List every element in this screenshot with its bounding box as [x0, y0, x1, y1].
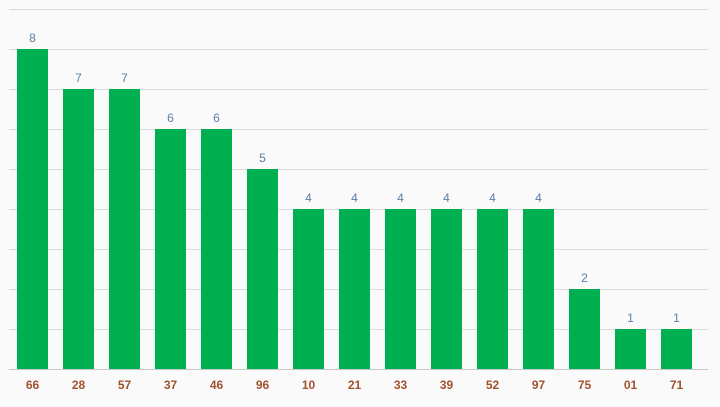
data-label: 4 [351, 191, 358, 205]
bar-37 [155, 129, 186, 369]
data-label: 4 [535, 191, 542, 205]
x-tick-label: 28 [72, 378, 86, 392]
bar-66 [17, 49, 48, 369]
x-tick-label: 01 [624, 378, 638, 392]
data-label: 4 [305, 191, 312, 205]
x-tick-label: 52 [486, 378, 500, 392]
x-tick-label: 10 [302, 378, 316, 392]
x-tick-label: 71 [670, 378, 684, 392]
data-labels: 8 7 7 6 6 5 4 4 4 4 4 4 2 1 1 [29, 31, 680, 325]
data-label: 2 [581, 271, 588, 285]
data-label: 4 [443, 191, 450, 205]
bar-33 [385, 209, 416, 369]
bar-10 [293, 209, 324, 369]
data-label: 7 [75, 71, 82, 85]
x-tick-label: 37 [164, 378, 178, 392]
bar-97 [523, 209, 554, 369]
data-label: 7 [121, 71, 128, 85]
x-tick-label: 39 [440, 378, 454, 392]
bar-57 [109, 89, 140, 369]
bar-21 [339, 209, 370, 369]
data-label: 8 [29, 31, 36, 45]
bar-01 [615, 329, 646, 369]
bar-71 [661, 329, 692, 369]
bar-28 [63, 89, 94, 369]
data-label: 4 [397, 191, 404, 205]
data-label: 6 [167, 111, 174, 125]
bar-46 [201, 129, 232, 369]
data-label: 5 [259, 151, 266, 165]
bar-75 [569, 289, 600, 369]
bar-96 [247, 169, 278, 369]
x-tick-label: 97 [532, 378, 546, 392]
x-tick-label: 46 [210, 378, 224, 392]
bar-39 [431, 209, 462, 369]
data-label: 6 [213, 111, 220, 125]
x-tick-label: 57 [118, 378, 132, 392]
data-label: 1 [627, 311, 634, 325]
x-tick-label: 21 [348, 378, 362, 392]
x-tick-label: 33 [394, 378, 408, 392]
x-tick-label: 96 [256, 378, 270, 392]
data-label: 4 [489, 191, 496, 205]
data-label: 1 [673, 311, 680, 325]
bar-52 [477, 209, 508, 369]
x-tick-label: 66 [26, 378, 40, 392]
x-tick-label: 75 [578, 378, 592, 392]
bars [17, 49, 692, 369]
x-axis-tick-labels: 66 28 57 37 46 96 10 21 33 39 52 97 75 01 71 [26, 378, 684, 392]
